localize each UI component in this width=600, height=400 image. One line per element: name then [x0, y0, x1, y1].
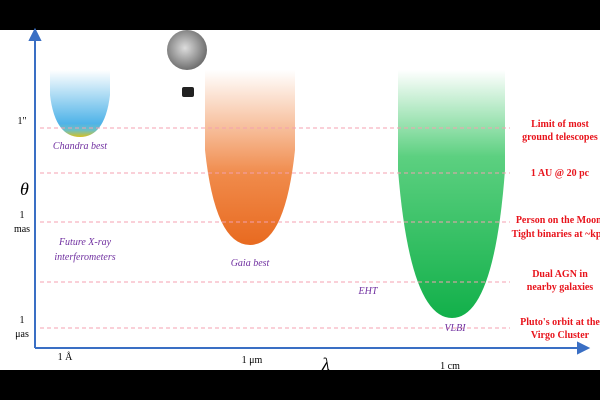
- y-axis-label: θ: [20, 179, 29, 199]
- moon-icon: [167, 30, 207, 70]
- region-label: interferometers: [54, 252, 115, 263]
- limit-lines: [40, 127, 510, 329]
- x-tick-label: 1 μm: [242, 355, 263, 366]
- region-label: VLBI: [444, 323, 466, 334]
- limit-label: Person on the Moon.: [516, 215, 600, 226]
- region-label: Gaia best: [231, 258, 270, 269]
- vlbi-region: [398, 70, 505, 318]
- region-label: EHT: [358, 286, 379, 297]
- axes: [28, 27, 591, 355]
- chandra-region: [50, 70, 110, 137]
- x-tick-label: 1 cm: [440, 361, 460, 372]
- limit-label: Limit of most: [531, 119, 589, 130]
- y-tick-label: μas: [15, 329, 29, 340]
- limit-label: Tight binaries at ~kpc.: [512, 229, 600, 240]
- x-tick-label: 1 Å: [58, 351, 74, 363]
- y-tick-label: 1: [20, 210, 25, 221]
- limit-label: 1 AU @ 20 pc: [531, 168, 590, 179]
- region-label: Future X-ray: [58, 237, 112, 248]
- person-icon: [182, 87, 194, 97]
- gaia-region: [205, 70, 295, 245]
- y-tick-label: 1": [17, 116, 26, 127]
- limit-label: Dual AGN in: [532, 269, 588, 280]
- limit-label: nearby galaxies: [527, 282, 593, 293]
- y-tick-label: 1: [20, 315, 25, 326]
- y-tick-label: mas: [14, 224, 30, 235]
- limit-label: Pluto's orbit at the: [520, 317, 600, 328]
- x-axis-label: λ: [321, 354, 330, 374]
- limit-label: ground telescopes: [522, 132, 598, 143]
- region-label: Chandra best: [53, 141, 107, 152]
- limit-label: Virgo Cluster: [531, 330, 590, 341]
